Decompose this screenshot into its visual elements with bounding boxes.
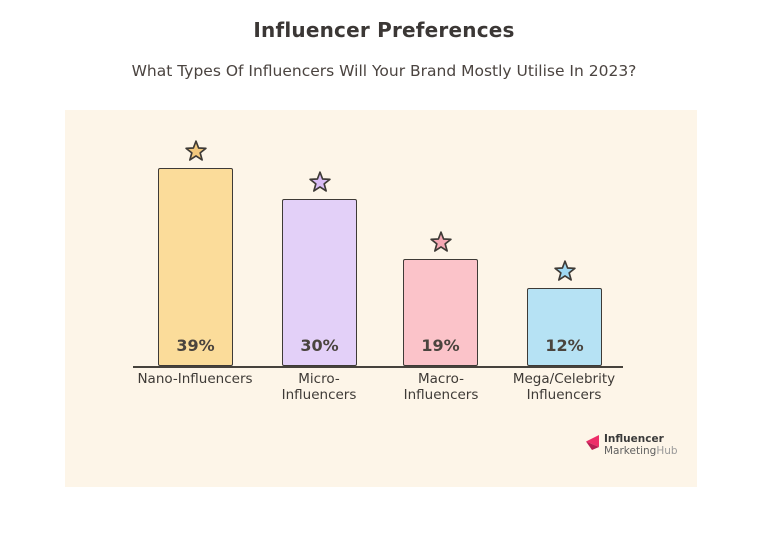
influencer-marketinghub-logo: Influencer MarketingHub xyxy=(584,433,678,457)
bar-nano-influencers: 39% xyxy=(158,168,233,366)
logo-line-marketinghub: MarketingHub xyxy=(604,444,678,457)
category-label-mega: Mega/Celebrity Influencers xyxy=(512,371,616,403)
star-marker-icon xyxy=(553,260,576,281)
chart-title: Influencer Preferences xyxy=(253,18,515,42)
bar-value-label: 19% xyxy=(421,336,460,355)
bar-value-label: 12% xyxy=(545,336,584,355)
logo-arrow-icon xyxy=(586,435,599,450)
chart-subtitle: What Types Of Influencers Will Your Bran… xyxy=(131,62,637,80)
star-marker-icon xyxy=(308,171,331,192)
bar-macro-influencers: 19% xyxy=(403,259,478,366)
bar-value-label: 39% xyxy=(176,336,215,355)
bar-micro-influencers: 30% xyxy=(282,199,357,366)
chart-panel: 39% 30% 19% xyxy=(65,110,697,487)
bar-mega-celebrity-influencers: 12% xyxy=(527,288,602,366)
bar-chart-plot-area: 39% 30% 19% xyxy=(133,110,623,368)
category-label-macro: Macro- Influencers xyxy=(403,371,479,403)
star-marker-icon xyxy=(429,231,452,252)
logo-line-influencer: Influencer xyxy=(604,433,664,445)
category-label-nano: Nano-Influencers xyxy=(137,371,253,387)
category-label-micro: Micro- Influencers xyxy=(281,371,357,403)
star-marker-icon xyxy=(184,140,207,161)
logo-text: Influencer MarketingHub xyxy=(604,433,678,457)
bar-value-label: 30% xyxy=(300,336,339,355)
